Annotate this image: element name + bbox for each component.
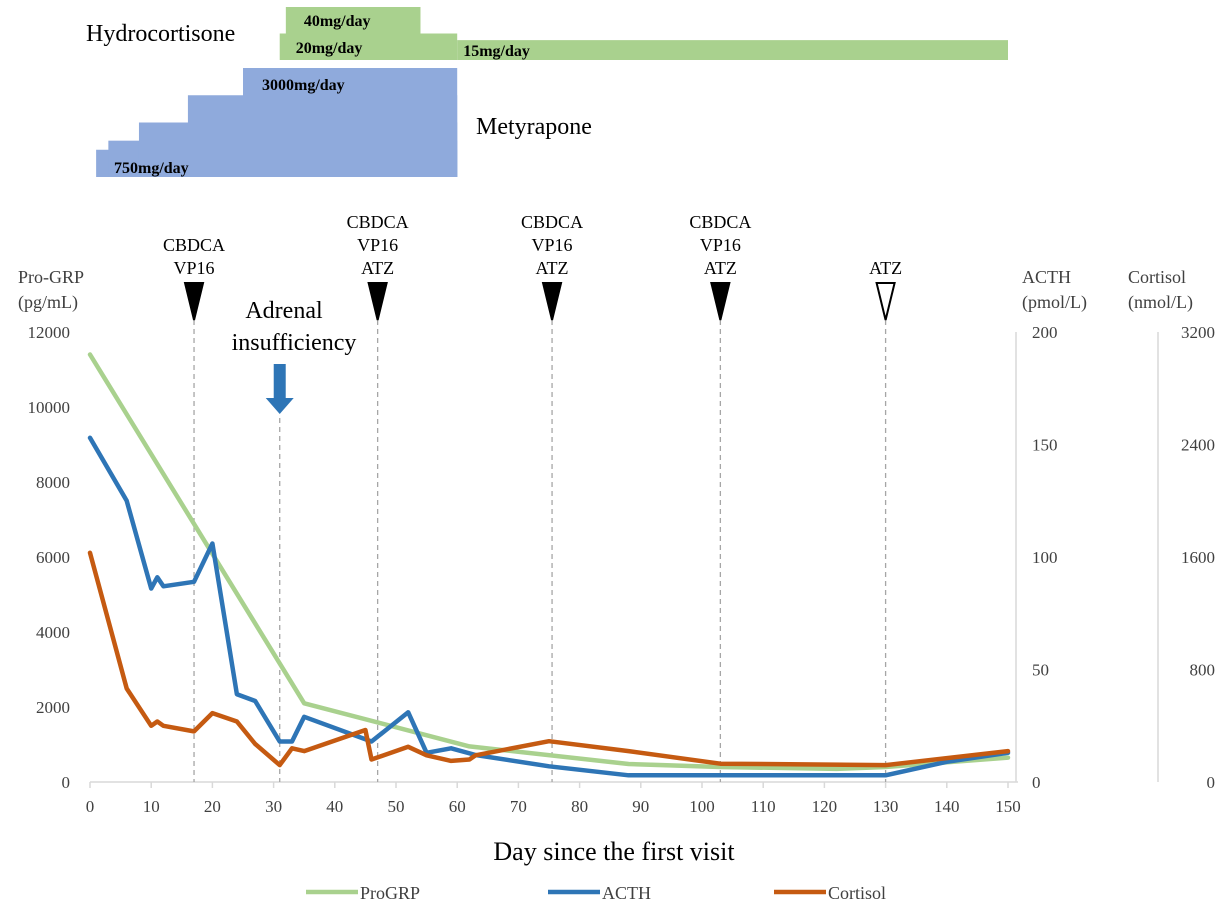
left-y-tick-label: 8000 [36, 473, 70, 492]
x-tick-label: 80 [571, 797, 588, 816]
x-tick-label: 40 [326, 797, 343, 816]
hydrocortisone-dose-label: 20mg/day [296, 40, 363, 57]
event-label: CBDCA [347, 212, 409, 232]
x-tick-label: 50 [388, 797, 405, 816]
x-tick-label: 110 [751, 797, 776, 816]
hydrocortisone-label: Hydrocortisone [86, 21, 235, 47]
left-y-axis-title: Pro-GRP [18, 267, 84, 287]
event-label: VP16 [174, 258, 215, 278]
event-label: VP16 [532, 235, 573, 255]
treatment-marker-filled [541, 282, 563, 321]
x-tick-label: 30 [265, 797, 282, 816]
treatment-marker-filled [710, 282, 731, 321]
metyrapone-max-dose-label: 3000mg/day [262, 77, 345, 94]
adrenal-insufficiency-label: insufficiency [232, 330, 357, 356]
cortisol-axis-title: (nmol/L) [1128, 292, 1193, 313]
down-arrow-icon [265, 364, 294, 414]
left-y-tick-label: 6000 [36, 548, 70, 567]
legend-label: Cortisol [828, 883, 886, 903]
left-y-tick-label: 12000 [28, 323, 71, 342]
left-y-tick-label: 0 [62, 773, 71, 792]
hydrocortisone-dose-bar [279, 33, 458, 60]
metyrapone-min-dose-label: 750mg/day [114, 160, 189, 177]
metyrapone-dose-bar [243, 68, 458, 177]
cortisol-tick-label: 3200 [1181, 323, 1215, 342]
event-label: CBDCA [521, 212, 583, 232]
event-label: CBDCA [689, 212, 751, 232]
left-y-tick-label: 4000 [36, 623, 70, 642]
hydrocortisone-dose-label: 15mg/day [463, 43, 530, 60]
acth-tick-label: 0 [1032, 773, 1041, 792]
hydrocortisone-dose-bar [457, 40, 1008, 60]
series-line-acth [87, 435, 1011, 778]
legend-label: ProGRP [360, 883, 420, 903]
hydrocortisone-dose-label: 40mg/day [304, 13, 371, 30]
left-y-tick-label: 2000 [36, 698, 70, 717]
event-label: ATZ [869, 258, 902, 278]
acth-tick-label: 100 [1032, 548, 1058, 567]
x-tick-label: 130 [873, 797, 899, 816]
adrenal-insufficiency-label: Adrenal [245, 298, 323, 324]
cortisol-tick-label: 0 [1207, 773, 1216, 792]
x-tick-label: 0 [86, 797, 95, 816]
cortisol-tick-label: 2400 [1181, 436, 1215, 455]
acth-axis-title: ACTH [1022, 267, 1071, 287]
event-label: VP16 [700, 235, 741, 255]
x-axis-title: Day since the first visit [493, 837, 735, 866]
metyrapone-label: Metyrapone [476, 114, 592, 140]
treatment-marker-filled [367, 282, 388, 321]
left-y-tick-label: 10000 [28, 398, 71, 417]
acth-axis-title: (pmol/L) [1022, 292, 1087, 313]
cortisol-tick-label: 1600 [1181, 548, 1215, 567]
acth-tick-label: 200 [1032, 323, 1058, 342]
event-label: ATZ [704, 258, 737, 278]
treatment-marker-filled [183, 282, 205, 321]
x-tick-label: 150 [995, 797, 1021, 816]
x-tick-label: 70 [510, 797, 527, 816]
x-tick-label: 20 [204, 797, 221, 816]
event-label: ATZ [536, 258, 569, 278]
series-line-progrp [87, 352, 1011, 772]
event-label: VP16 [357, 235, 398, 255]
x-tick-label: 140 [934, 797, 960, 816]
acth-tick-label: 150 [1032, 436, 1058, 455]
left-y-axis-title: (pg/mL) [18, 292, 78, 313]
cortisol-axis-title: Cortisol [1128, 267, 1186, 287]
x-tick-label: 90 [632, 797, 649, 816]
event-label: CBDCA [163, 235, 225, 255]
x-tick-label: 60 [449, 797, 466, 816]
acth-tick-label: 50 [1032, 661, 1049, 680]
x-tick-label: 100 [689, 797, 715, 816]
x-tick-label: 120 [812, 797, 838, 816]
event-label: ATZ [361, 258, 394, 278]
cortisol-tick-label: 800 [1190, 661, 1216, 680]
treatment-marker-open [875, 282, 896, 321]
legend-label: ACTH [602, 883, 651, 903]
x-tick-label: 10 [143, 797, 160, 816]
series-line-cortisol [87, 550, 1011, 768]
